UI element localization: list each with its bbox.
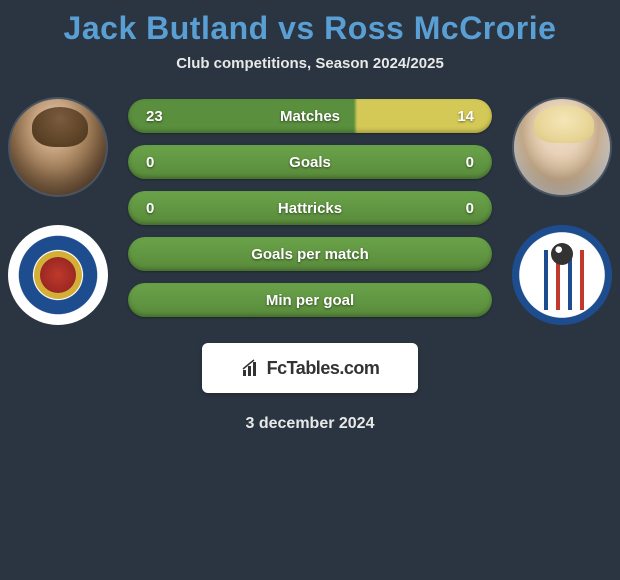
stat-bar-hattricks: 0 Hattricks 0: [128, 191, 492, 225]
stat-right-value: 0: [452, 200, 474, 217]
player-1-avatar: [8, 97, 108, 197]
stat-right-value: 0: [452, 154, 474, 171]
stat-right-value: 14: [452, 108, 474, 125]
stat-bar-min-per-goal: Min per goal: [128, 283, 492, 317]
stat-bar-goals: 0 Goals 0: [128, 145, 492, 179]
date-text: 3 december 2024: [8, 415, 612, 433]
stats-column: 23 Matches 14 0 Goals 0 0 Hattricks 0 Go…: [128, 97, 492, 317]
chart-icon: [241, 358, 261, 378]
stat-left-value: 23: [146, 108, 168, 125]
player-1-club-badge: [8, 225, 108, 325]
left-column: [8, 97, 108, 325]
player-2-club-badge: [512, 225, 612, 325]
subtitle: Club competitions, Season 2024/2025: [8, 55, 612, 72]
player-2-avatar: [512, 97, 612, 197]
page-title: Jack Butland vs Ross McCrorie: [8, 10, 612, 47]
brand-name: FcTables.com: [267, 358, 380, 379]
stat-label: Hattricks: [278, 200, 342, 217]
stat-bar-matches: 23 Matches 14: [128, 99, 492, 133]
stat-label: Matches: [280, 108, 340, 125]
stat-label: Goals: [289, 154, 331, 171]
stat-left-value: 0: [146, 200, 168, 217]
stat-label: Goals per match: [251, 246, 369, 263]
comparison-card: Jack Butland vs Ross McCrorie Club compe…: [0, 0, 620, 443]
stat-bar-goals-per-match: Goals per match: [128, 237, 492, 271]
brand-logo-box: FcTables.com: [202, 343, 418, 393]
right-column: [512, 97, 612, 325]
stat-label: Min per goal: [266, 292, 354, 309]
main-row: 23 Matches 14 0 Goals 0 0 Hattricks 0 Go…: [8, 97, 612, 325]
stat-left-value: 0: [146, 154, 168, 171]
